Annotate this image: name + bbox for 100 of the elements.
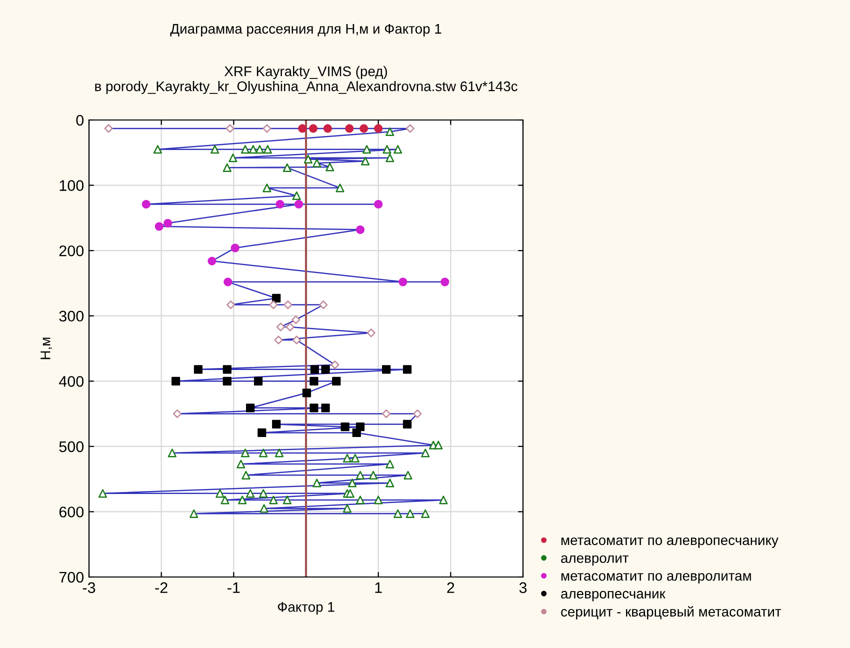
point — [321, 404, 330, 412]
y-tick-label: 500 — [59, 441, 84, 452]
point — [286, 322, 294, 332]
point — [222, 365, 232, 374]
point — [310, 404, 318, 412]
y-tick-label: 700 — [59, 572, 84, 583]
point — [292, 315, 300, 324]
point — [362, 145, 372, 154]
point — [356, 225, 365, 234]
point — [172, 376, 180, 386]
point — [348, 478, 357, 488]
point — [398, 278, 408, 286]
point — [282, 496, 292, 504]
point — [356, 470, 365, 480]
point — [439, 496, 448, 504]
x-tick-label: 1 — [375, 582, 382, 593]
point — [224, 278, 232, 286]
point — [382, 409, 391, 418]
point — [164, 218, 172, 228]
point — [386, 460, 394, 468]
point — [208, 256, 216, 266]
point — [298, 124, 307, 133]
point — [263, 145, 272, 154]
point — [269, 300, 278, 310]
point — [321, 365, 330, 374]
x-tick-label: 2 — [447, 582, 454, 593]
point — [356, 496, 365, 504]
point — [248, 145, 258, 154]
point — [421, 448, 430, 458]
y-tick-label: 200 — [59, 245, 84, 256]
point — [246, 489, 255, 498]
point — [282, 163, 292, 172]
point — [323, 124, 332, 133]
point — [345, 124, 354, 133]
point — [153, 145, 162, 154]
point — [272, 294, 281, 303]
legend-label: алевролит — [561, 555, 629, 566]
point — [190, 509, 198, 518]
point — [330, 360, 340, 370]
point — [336, 184, 344, 192]
x-tick-label: -1 — [228, 582, 240, 593]
chart-title: Диаграмма рассеяния для Н,м и Фактор 1 — [170, 24, 442, 36]
legend-label: серицит - кварцевый метасоматит — [561, 606, 782, 620]
point — [413, 409, 422, 418]
point — [168, 448, 176, 458]
point — [421, 509, 430, 518]
point — [326, 162, 334, 172]
point — [222, 163, 232, 172]
point — [246, 404, 255, 412]
point — [284, 300, 292, 310]
point — [312, 478, 322, 488]
point — [259, 489, 268, 498]
point — [240, 145, 250, 154]
point — [402, 420, 412, 429]
point — [240, 448, 250, 458]
x-tick-label: -3 — [82, 582, 96, 594]
point — [292, 336, 301, 344]
point — [98, 489, 108, 498]
point — [258, 428, 266, 438]
point — [220, 496, 230, 504]
point — [304, 154, 312, 164]
point — [262, 124, 272, 133]
point — [216, 489, 224, 498]
point — [226, 124, 234, 133]
point — [382, 365, 391, 374]
point — [236, 460, 246, 468]
point — [368, 470, 378, 480]
point — [366, 328, 376, 338]
legend-label: метасоматит по алевролитам — [561, 573, 751, 584]
point — [382, 145, 392, 154]
point — [374, 200, 383, 209]
point — [394, 145, 402, 154]
point — [154, 222, 164, 231]
point — [294, 200, 304, 209]
point — [340, 422, 350, 432]
y-tick-label: 100 — [60, 180, 84, 191]
y-axis-title: Н,м — [40, 338, 52, 360]
point — [210, 145, 220, 154]
point — [374, 124, 383, 133]
point — [342, 454, 352, 462]
y-tick-label: 0 — [76, 114, 84, 126]
y-tick-label: 300 — [59, 310, 84, 322]
point — [194, 365, 203, 374]
point — [346, 489, 354, 498]
legend-label: метасоматит по алевропесчанику — [561, 538, 778, 548]
point — [312, 158, 322, 168]
point — [386, 478, 394, 488]
point — [386, 154, 394, 162]
point — [374, 496, 383, 504]
point — [350, 454, 360, 462]
point — [259, 448, 268, 458]
x-tick-label: 3 — [519, 582, 527, 594]
point — [104, 124, 113, 133]
point — [142, 200, 150, 209]
y-tick-label: 600 — [59, 506, 84, 518]
point — [310, 376, 318, 386]
point — [222, 376, 232, 386]
point — [228, 154, 238, 162]
point — [342, 504, 352, 513]
x-tick-label: -2 — [155, 582, 168, 593]
